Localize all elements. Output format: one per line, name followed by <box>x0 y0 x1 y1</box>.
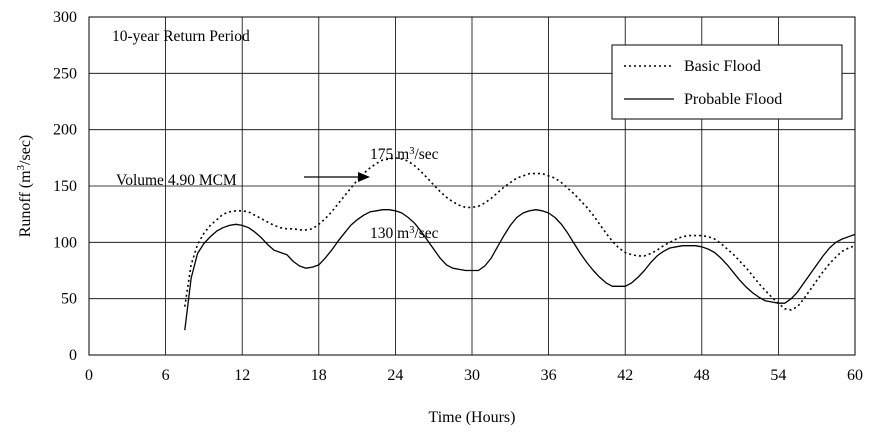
x-tick-label: 6 <box>162 367 170 384</box>
y-tick-label: 0 <box>69 347 77 364</box>
peak-label-probable: 130 m3/sec <box>370 225 439 243</box>
x-tick-label: 54 <box>770 367 786 384</box>
legend: Basic Flood Probable Flood <box>611 44 843 120</box>
x-tick-label: 60 <box>847 367 863 384</box>
x-tick-label: 48 <box>694 367 710 384</box>
series-line-probable-flood <box>184 209 856 331</box>
y-axis-title-sup: 3 <box>15 164 27 170</box>
volume-label: Volume 4.90 MCM <box>116 172 237 189</box>
y-tick-label: 50 <box>61 291 77 308</box>
y-axis-title-main: Runoff (m <box>17 170 34 237</box>
series-lines <box>184 157 856 331</box>
y-tick-labels: 0 50 100 150 200 250 300 <box>53 9 77 364</box>
y-tick-label: 150 <box>53 178 77 195</box>
return-period-label: 10-year Return Period <box>112 28 250 45</box>
legend-label-probable-flood: Probable Flood <box>684 91 782 108</box>
y-tick-label: 300 <box>53 9 77 26</box>
x-tick-label: 36 <box>541 367 557 384</box>
y-tick-label: 200 <box>53 122 77 139</box>
series-line-basic-flood <box>184 157 856 311</box>
legend-label-basic-flood: Basic Flood <box>684 58 761 75</box>
volume-arrow <box>304 172 370 182</box>
y-axis-title-tail: /sec) <box>17 135 34 165</box>
x-axis-title: Time (Hours) <box>429 409 516 426</box>
x-tick-labels: 0 6 12 18 24 30 36 42 48 54 60 <box>85 367 863 384</box>
x-tick-label: 42 <box>617 367 633 384</box>
y-tick-label: 250 <box>53 65 77 82</box>
plot-frame <box>88 16 856 356</box>
x-tick-label: 30 <box>464 367 480 384</box>
x-tick-label: 12 <box>234 367 250 384</box>
x-tick-label: 24 <box>387 367 403 384</box>
y-axis-title: Runoff (m3/sec) <box>15 135 34 238</box>
legend-box <box>611 44 843 120</box>
y-tick-label: 100 <box>53 234 77 251</box>
x-tick-label: 0 <box>85 367 93 384</box>
peak-label-basic: 175 m3/sec <box>370 146 439 164</box>
x-tick-label: 18 <box>311 367 327 384</box>
